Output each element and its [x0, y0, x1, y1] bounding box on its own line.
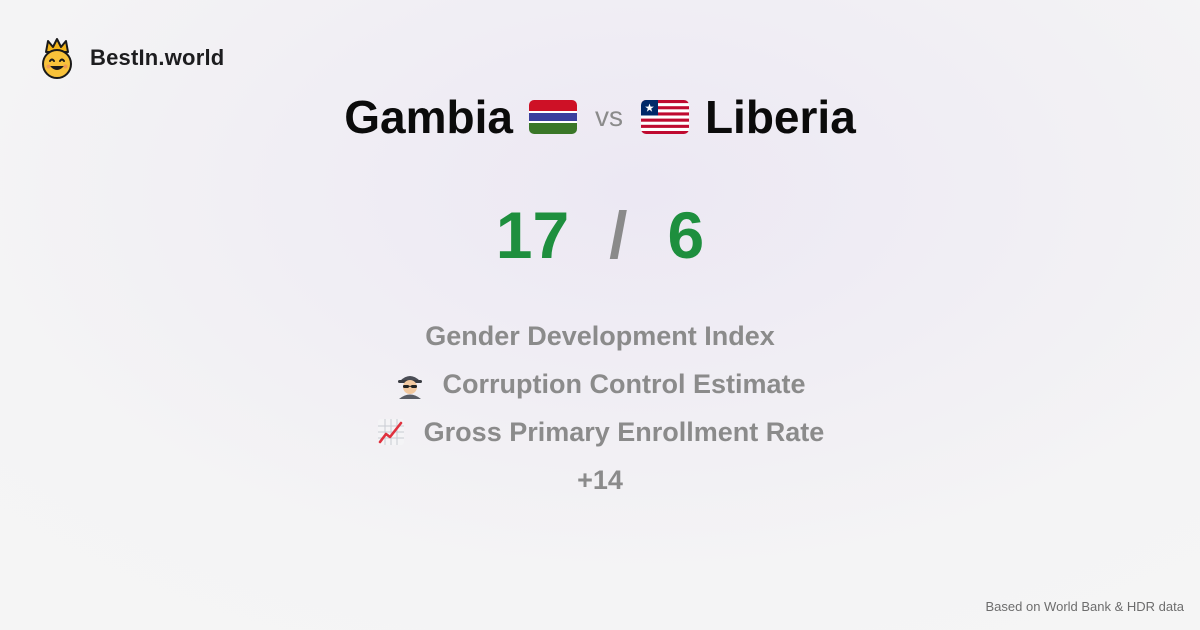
gambia-flag-icon — [528, 100, 577, 134]
data-source-note: Based on World Bank & HDR data — [985, 599, 1184, 614]
metric-list: Gender Development Index Corruption Cont… — [0, 312, 1200, 504]
country-b-name[interactable]: Liberia — [704, 91, 856, 143]
country-a-name[interactable]: Gambia — [344, 91, 513, 143]
vs-label: vs — [594, 101, 623, 132]
crown-smiley-icon — [42, 38, 72, 79]
brand[interactable]: BestIn.world — [38, 36, 224, 80]
liberia-flag-icon — [640, 100, 689, 134]
comparison-title: Gambia vs Liberia — [0, 84, 1200, 150]
brand-name: BestIn.world — [90, 45, 225, 70]
score-separator: / — [609, 198, 628, 272]
more-metrics-count[interactable]: +14 — [577, 464, 623, 495]
country-b-score: 6 — [667, 198, 705, 272]
metric-label: Gender Development Index — [425, 320, 775, 351]
country-a-score: 17 — [495, 198, 570, 272]
chart-increasing-icon — [377, 419, 404, 445]
metric-label: Corruption Control Estimate — [442, 368, 806, 399]
metric-label: Gross Primary Enrollment Rate — [423, 416, 825, 447]
metric-gender-development-index: Gender Development Index — [0, 312, 1200, 360]
metric-gross-primary-enrollment-rate: Gross Primary Enrollment Rate — [0, 408, 1200, 456]
detective-icon — [397, 376, 422, 399]
metric-corruption-control-estimate: Corruption Control Estimate — [0, 360, 1200, 408]
score-row: 17 / 6 — [0, 196, 1200, 274]
